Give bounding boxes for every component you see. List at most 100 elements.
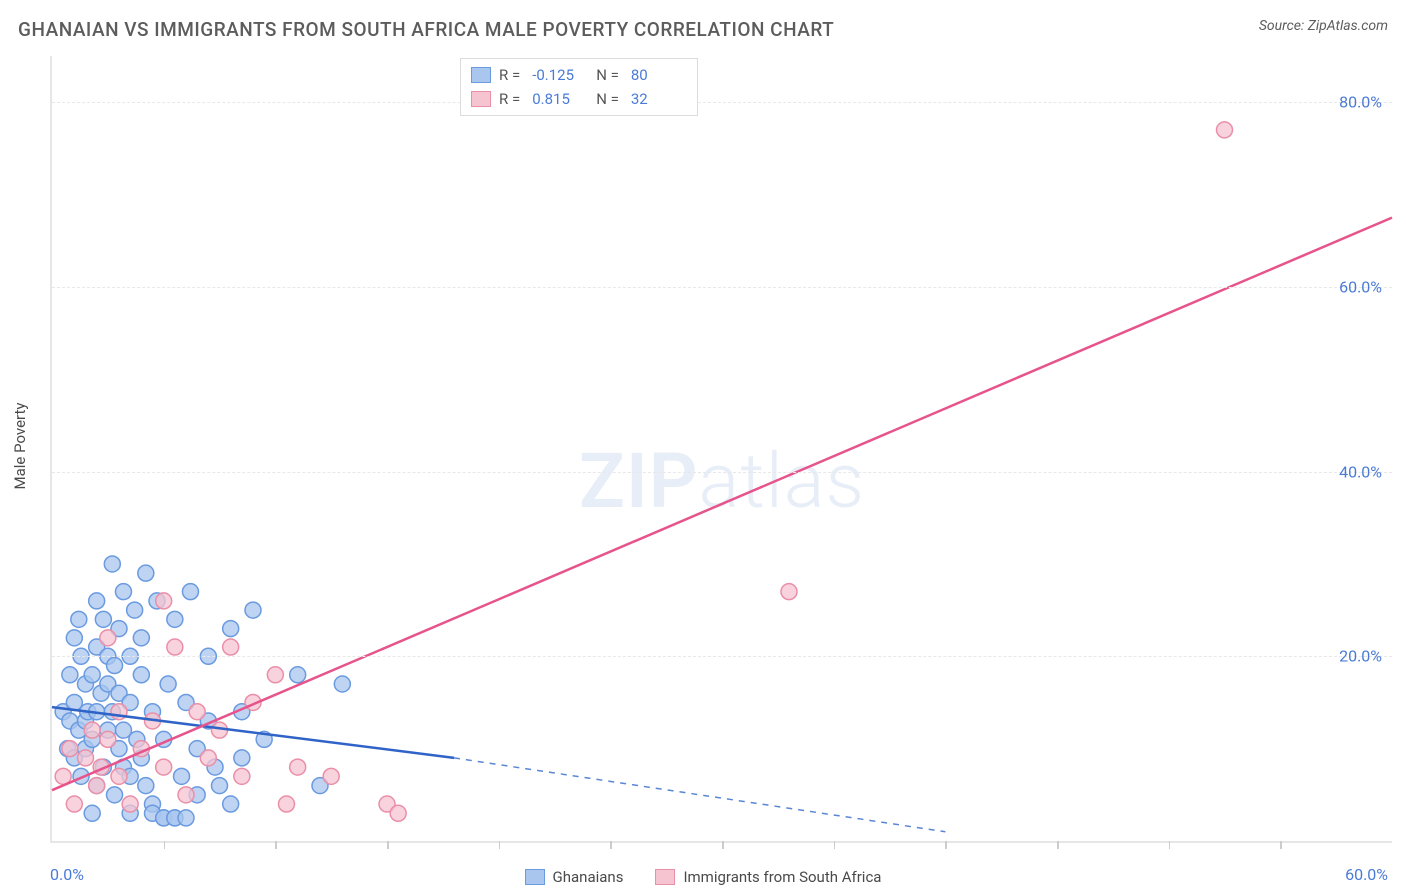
legend-r-label: R = [499, 66, 520, 84]
scatter-point [167, 611, 183, 627]
legend-n-label: N = [596, 66, 619, 84]
scatter-point [62, 667, 78, 683]
legend-row: R = -0.125 N = 80 [471, 63, 687, 87]
scatter-point [234, 768, 250, 784]
legend-item: Immigrants from South Africa [655, 868, 881, 886]
legend-correlation: R = -0.125 N = 80 R = 0.815 N = 32 [460, 58, 698, 116]
scatter-point [107, 787, 123, 803]
scatter-point [781, 584, 797, 600]
scatter-point [178, 787, 194, 803]
y-tick-60: 60.0% [1339, 277, 1382, 296]
legend-n-label: N = [596, 90, 619, 108]
x-minor-tick [610, 841, 612, 849]
x-minor-tick [1169, 841, 1171, 849]
legend-n-value: 32 [631, 90, 687, 108]
legend-label: Ghanaians [553, 868, 624, 886]
scatter-point [234, 750, 250, 766]
scatter-point [138, 778, 154, 794]
scatter-point [107, 658, 123, 674]
x-minor-tick [1057, 841, 1059, 849]
x-minor-tick [1280, 841, 1282, 849]
scatter-point [84, 667, 100, 683]
scatter-point [245, 602, 261, 618]
y-tick-80: 80.0% [1339, 93, 1382, 112]
scatter-point [160, 676, 176, 692]
scatter-point [71, 611, 87, 627]
scatter-point [89, 593, 105, 609]
scatter-point [174, 768, 190, 784]
scatter-point [127, 602, 143, 618]
scatter-point [390, 805, 406, 821]
scatter-point [111, 768, 127, 784]
scatter-point [133, 630, 149, 646]
scatter-point [138, 565, 154, 581]
legend-swatch [655, 869, 675, 885]
scatter-point [84, 722, 100, 738]
scatter-point [279, 796, 295, 812]
scatter-point [1217, 122, 1233, 138]
scatter-point [178, 810, 194, 826]
scatter-point [189, 704, 205, 720]
x-tick-60: 60.0% [1345, 865, 1388, 884]
legend-r-label: R = [499, 90, 520, 108]
y-tick-20: 20.0% [1339, 647, 1382, 666]
scatter-point [84, 805, 100, 821]
legend-swatch [525, 869, 545, 885]
scatter-point [115, 584, 131, 600]
scatter-point [122, 796, 138, 812]
scatter-point [156, 759, 172, 775]
scatter-point [62, 741, 78, 757]
scatter-point [66, 796, 82, 812]
x-minor-tick [945, 841, 947, 849]
legend-swatch [471, 67, 491, 83]
scatter-point [156, 593, 172, 609]
scatter-point [223, 621, 239, 637]
y-tick-40: 40.0% [1339, 462, 1382, 481]
scatter-point [267, 667, 283, 683]
x-tick-0: 0.0% [50, 865, 84, 884]
legend-n-value: 80 [631, 66, 687, 84]
scatter-point [334, 676, 350, 692]
x-minor-tick [834, 841, 836, 849]
scatter-point [89, 778, 105, 794]
legend-item: Ghanaians [525, 868, 624, 886]
legend-label: Immigrants from South Africa [683, 868, 881, 886]
x-minor-tick [722, 841, 724, 849]
legend-row: R = 0.815 N = 32 [471, 87, 687, 111]
scatter-point [133, 667, 149, 683]
scatter-point [212, 778, 228, 794]
scatter-point [100, 630, 116, 646]
scatter-point [323, 768, 339, 784]
scatter-point [66, 630, 82, 646]
scatter-point [78, 750, 94, 766]
x-minor-tick [164, 841, 166, 849]
scatter-point [290, 667, 306, 683]
gridline-40 [52, 472, 1392, 473]
legend-swatch [471, 91, 491, 107]
gridline-20 [52, 656, 1392, 657]
gridline-80 [52, 102, 1392, 103]
chart-title: GHANAIAN VS IMMIGRANTS FROM SOUTH AFRICA… [18, 18, 834, 41]
scatter-point [104, 556, 120, 572]
x-minor-tick [499, 841, 501, 849]
chart-source: Source: ZipAtlas.com [1259, 18, 1388, 41]
scatter-point [100, 731, 116, 747]
x-minor-tick [275, 841, 277, 849]
chart-header: GHANAIAN VS IMMIGRANTS FROM SOUTH AFRICA… [0, 18, 1406, 41]
legend-r-value: -0.125 [532, 66, 588, 84]
y-axis-label: Male Poverty [11, 403, 29, 490]
scatter-point [200, 750, 216, 766]
x-minor-tick [387, 841, 389, 849]
scatter-point [290, 759, 306, 775]
legend-r-value: 0.815 [532, 90, 588, 108]
scatter-point [167, 639, 183, 655]
scatter-point [182, 584, 198, 600]
scatter-point [223, 639, 239, 655]
scatter-point [223, 796, 239, 812]
plot-area: ZIPatlas 20.0%40.0%60.0%80.0% [50, 56, 1392, 843]
scatter-point [95, 611, 111, 627]
legend-series: Ghanaians Immigrants from South Africa [0, 868, 1406, 886]
gridline-60 [52, 287, 1392, 288]
trend-line [52, 218, 1392, 791]
chart-svg [52, 56, 1392, 841]
